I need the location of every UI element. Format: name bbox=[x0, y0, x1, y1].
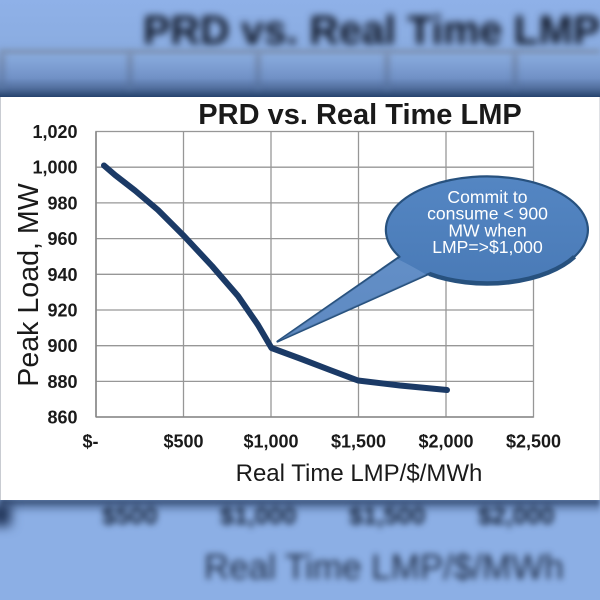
svg-text:$1,000: $1,000 bbox=[243, 432, 298, 452]
svg-text:920: 920 bbox=[47, 301, 77, 321]
svg-text:1,020: 1,020 bbox=[32, 122, 77, 142]
svg-text:940: 940 bbox=[47, 265, 77, 285]
svg-text:Commit to: Commit to bbox=[447, 187, 527, 207]
svg-text:$2,000: $2,000 bbox=[418, 432, 473, 452]
svg-text:PRD vs. Real Time LMP: PRD vs. Real Time LMP bbox=[198, 99, 521, 131]
svg-text:1,000: 1,000 bbox=[32, 158, 77, 178]
svg-text:860: 860 bbox=[47, 408, 77, 428]
svg-text:MW when: MW when bbox=[448, 220, 526, 240]
svg-text:consume < 900: consume < 900 bbox=[427, 204, 548, 224]
svg-text:$-: $- bbox=[82, 432, 98, 452]
svg-text:960: 960 bbox=[47, 229, 77, 249]
svg-text:900: 900 bbox=[47, 336, 77, 356]
svg-text:980: 980 bbox=[47, 193, 77, 213]
svg-text:LMP=>$1,000: LMP=>$1,000 bbox=[432, 237, 543, 257]
svg-text:$1,500: $1,500 bbox=[331, 432, 386, 452]
svg-text:880: 880 bbox=[47, 372, 77, 392]
svg-text:$2,500: $2,500 bbox=[506, 432, 561, 452]
svg-text:Peak Load, MW: Peak Load, MW bbox=[13, 183, 45, 386]
svg-text:$500: $500 bbox=[163, 432, 203, 452]
svg-text:Real Time LMP/$/MWh: Real Time LMP/$/MWh bbox=[236, 460, 483, 487]
